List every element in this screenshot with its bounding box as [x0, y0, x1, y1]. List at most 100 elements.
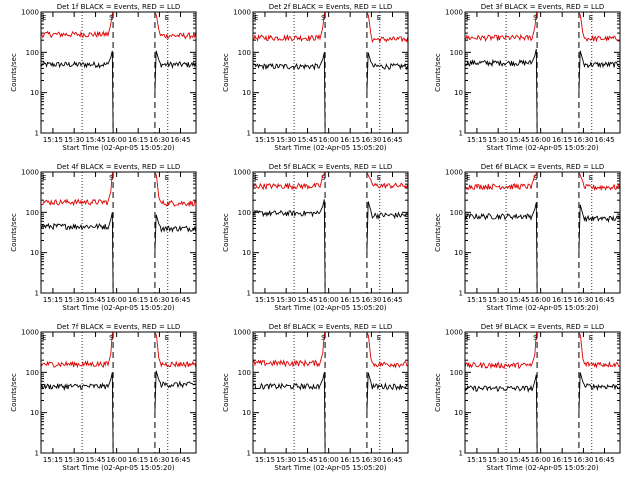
x-tick-label: 15:15: [467, 456, 487, 464]
y-axis-label: Counts/sec: [10, 373, 18, 412]
series-line-red: [464, 11, 538, 42]
marker-label-e: E: [466, 334, 470, 342]
x-tick-label: 16:45: [382, 136, 402, 144]
series-line-black: [578, 50, 620, 93]
series-line-red: [154, 331, 197, 369]
plot-frame: [464, 171, 621, 294]
series-line-red: [40, 171, 114, 207]
x-tick-label: 15:45: [297, 456, 317, 464]
series-line-black: [252, 372, 326, 454]
x-axis-label: Start Time (02-Apr-05 15:05:20): [62, 304, 174, 312]
x-tick-label: 15:30: [276, 136, 296, 144]
chart-panel-4: Det 4f BLACK = Events, RED = LLD Counts/s…: [10, 163, 197, 312]
series-line-red: [366, 331, 408, 369]
y-axis-label: Counts/sec: [434, 373, 442, 412]
x-tick-label: 15:45: [85, 136, 105, 144]
chart-title: Det 5f BLACK = Events, RED = LLD: [269, 163, 392, 171]
y-axis-label: Counts/sec: [222, 53, 230, 92]
plot-frame: [40, 171, 197, 294]
y-tick-label: 10: [454, 409, 463, 417]
x-tick-label: 15:15: [467, 136, 487, 144]
x-tick-label: 15:45: [509, 456, 529, 464]
x-axis-label: Start Time (02-Apr-05 15:05:20): [274, 464, 386, 472]
x-tick-label: 16:45: [170, 456, 190, 464]
series-line-black: [40, 50, 114, 134]
y-tick-label: 10: [454, 249, 463, 257]
x-tick-label: 15:30: [64, 136, 84, 144]
y-tick-label: 1: [459, 450, 463, 458]
series-line-black: [154, 370, 196, 413]
x-axis-label: Start Time (02-Apr-05 15:05:20): [274, 144, 386, 152]
series-line-black: [366, 201, 409, 253]
chart-panel-7: Det 7f BLACK = Events, RED = LLD Counts/s…: [10, 323, 197, 472]
y-tick-label: 1: [459, 130, 463, 138]
y-tick-label: 1000: [233, 169, 251, 177]
series-line-red: [154, 171, 197, 208]
x-tick-label: 16:30: [361, 136, 381, 144]
series-line-black: [366, 372, 408, 413]
x-tick-label: 16:00: [531, 136, 551, 144]
x-tick-label: 16:15: [128, 136, 148, 144]
x-tick-label: 16:00: [107, 296, 127, 304]
x-tick-label: 16:45: [594, 136, 614, 144]
series-line-black: [154, 50, 197, 93]
y-tick-label: 10: [242, 89, 251, 97]
x-tick-label: 16:30: [149, 136, 169, 144]
y-tick-label: 1000: [445, 329, 463, 337]
series-line-black: [578, 204, 621, 253]
y-tick-label: 100: [26, 369, 39, 377]
chart-panel-9: Det 9f BLACK = Events, RED = LLD Counts/s…: [434, 323, 621, 472]
marker-label-e: E: [377, 14, 381, 22]
series-line-black: [464, 48, 538, 134]
y-tick-label: 10: [454, 89, 463, 97]
series-line-red: [366, 11, 409, 44]
y-tick-label: 1: [35, 450, 39, 458]
x-tick-label: 15:30: [488, 456, 508, 464]
x-tick-label: 15:15: [467, 296, 487, 304]
y-tick-label: 1: [35, 130, 39, 138]
x-tick-label: 16:00: [107, 456, 127, 464]
x-tick-label: 15:15: [43, 136, 63, 144]
chart-title: Det 7f BLACK = Events, RED = LLD: [57, 323, 180, 331]
chart-title: Det 9f BLACK = Events, RED = LLD: [481, 323, 604, 331]
x-tick-label: 16:30: [149, 296, 169, 304]
y-tick-label: 1000: [445, 9, 463, 17]
chart-panel-8: Det 8f BLACK = Events, RED = LLD Counts/s…: [222, 323, 409, 472]
series-line-black: [464, 374, 538, 454]
series-line-black: [252, 199, 326, 294]
x-tick-label: 16:30: [149, 456, 169, 464]
x-tick-label: 15:30: [64, 296, 84, 304]
x-tick-label: 16:45: [170, 296, 190, 304]
x-axis-label: Start Time (02-Apr-05 15:05:20): [486, 304, 598, 312]
marker-label-s: S: [321, 174, 326, 182]
marker-label-e: E: [42, 14, 46, 22]
y-tick-label: 100: [450, 49, 463, 57]
series-line-red: [366, 171, 409, 190]
x-tick-label: 16:15: [340, 136, 360, 144]
x-axis-label: Start Time (02-Apr-05 15:05:20): [486, 144, 598, 152]
y-tick-label: 1: [459, 290, 463, 298]
x-tick-label: 15:30: [276, 456, 296, 464]
x-tick-label: 16:15: [340, 456, 360, 464]
x-tick-label: 16:00: [531, 296, 551, 304]
marker-label-e: E: [254, 14, 258, 22]
plot-frame: [464, 11, 621, 134]
series-line-black: [578, 372, 621, 413]
x-tick-label: 16:15: [128, 456, 148, 464]
x-tick-label: 16:30: [573, 136, 593, 144]
x-tick-label: 15:15: [255, 136, 275, 144]
x-tick-label: 16:00: [107, 136, 127, 144]
x-tick-label: 15:30: [64, 456, 84, 464]
series-line-red: [40, 11, 114, 39]
x-tick-label: 16:45: [594, 296, 614, 304]
x-tick-label: 16:15: [552, 296, 572, 304]
marker-label-e: E: [254, 334, 258, 342]
x-tick-label: 16:15: [552, 456, 572, 464]
series-line-black: [40, 212, 114, 294]
series-line-red: [40, 331, 114, 369]
chart-panel-2: Det 2f BLACK = Events, RED = LLD Counts/s…: [222, 3, 409, 152]
y-axis-label: Counts/sec: [434, 213, 442, 252]
x-tick-label: 15:30: [488, 136, 508, 144]
y-tick-label: 1000: [21, 169, 39, 177]
